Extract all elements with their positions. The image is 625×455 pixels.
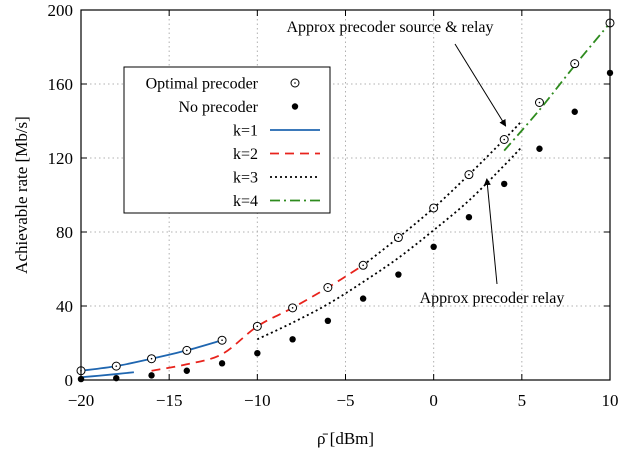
y-axis-title: Achievable rate [Mb/s] xyxy=(12,116,31,274)
legend-label-k-3: k=3 xyxy=(233,170,258,187)
point-center-optimal-precoder xyxy=(468,173,470,176)
legend-label-k-1: k=1 xyxy=(233,123,258,140)
point-no-precoder xyxy=(148,372,155,379)
point-no-precoder xyxy=(289,336,296,343)
series-line-k-1 xyxy=(80,371,134,379)
series-line-k-3 xyxy=(362,120,523,267)
y-tick-label: 80 xyxy=(56,223,73,242)
x-axis-title: ρ̄ [dBm] xyxy=(317,429,374,448)
series-line-k-4 xyxy=(503,22,611,152)
legend-label-optimal-precoder: Optimal precoder xyxy=(146,76,259,93)
point-no-precoder xyxy=(254,349,261,357)
point-center-optimal-precoder xyxy=(362,264,364,267)
annotation-relay: Approx precoder relay xyxy=(420,290,565,307)
x-tick-label: 0 xyxy=(429,391,438,410)
point-no-precoder xyxy=(218,360,226,367)
point-no-precoder xyxy=(395,271,402,278)
annotation-arrow-relay xyxy=(483,178,498,285)
point-center-optimal-precoder xyxy=(186,349,188,352)
series-points xyxy=(76,18,615,383)
y-tick-label: 40 xyxy=(56,297,73,316)
point-no-precoder xyxy=(501,180,508,188)
point-no-precoder xyxy=(324,317,332,324)
annotations: Approx precoder source & relay Approx pr… xyxy=(286,19,564,307)
legend-label-k-2: k=2 xyxy=(233,146,258,163)
point-center-optimal-precoder xyxy=(432,207,435,209)
point-center-optimal-precoder xyxy=(150,357,153,360)
legend-box xyxy=(123,66,331,214)
annotation-source-relay: Approx precoder source & relay xyxy=(286,19,493,36)
y-tick-label: 120 xyxy=(48,149,74,168)
point-center-optimal-precoder xyxy=(397,236,400,239)
y-tick-label: 200 xyxy=(48,1,74,20)
legend-swatch-no-precoder xyxy=(291,103,299,110)
point-center-optimal-precoder xyxy=(573,62,576,65)
point-center-optimal-precoder xyxy=(115,365,118,367)
point-no-precoder xyxy=(183,367,190,374)
x-tick-label: −15 xyxy=(156,391,183,410)
legend-label-k-4: k=4 xyxy=(233,193,258,210)
annotation-arrow-source-relay xyxy=(454,43,507,127)
legend-label-no-precoder: No precoder xyxy=(178,99,258,116)
y-tick-label: 160 xyxy=(48,75,74,94)
legend-swatch-center-optimal-precoder xyxy=(294,82,296,84)
y-tick-label: 0 xyxy=(65,371,74,390)
x-tick-label: −10 xyxy=(244,391,271,410)
point-center-optimal-precoder xyxy=(221,339,223,342)
series-line-k-3 xyxy=(256,146,523,341)
point-no-precoder xyxy=(359,295,367,302)
point-center-optimal-precoder xyxy=(256,325,259,328)
x-tick-label: −20 xyxy=(68,391,95,410)
point-center-optimal-precoder xyxy=(327,286,329,289)
point-no-precoder xyxy=(465,214,473,221)
point-center-optimal-precoder xyxy=(291,307,294,309)
point-center-optimal-precoder xyxy=(538,101,541,104)
axis-ticks: −20 −15 −10 −5 0 5 10 0 40 80 120 160 200 xyxy=(48,1,619,410)
x-tick-label: 5 xyxy=(518,391,527,410)
legend: Optimal precoder No precoder k=1 k=2 k=3 k=4 xyxy=(123,66,331,214)
point-no-precoder xyxy=(430,243,437,250)
point-no-precoder xyxy=(571,108,578,115)
point-no-precoder xyxy=(536,145,543,152)
point-center-optimal-precoder xyxy=(503,138,506,141)
x-tick-label: 10 xyxy=(602,391,619,410)
x-tick-label: −5 xyxy=(336,391,354,410)
